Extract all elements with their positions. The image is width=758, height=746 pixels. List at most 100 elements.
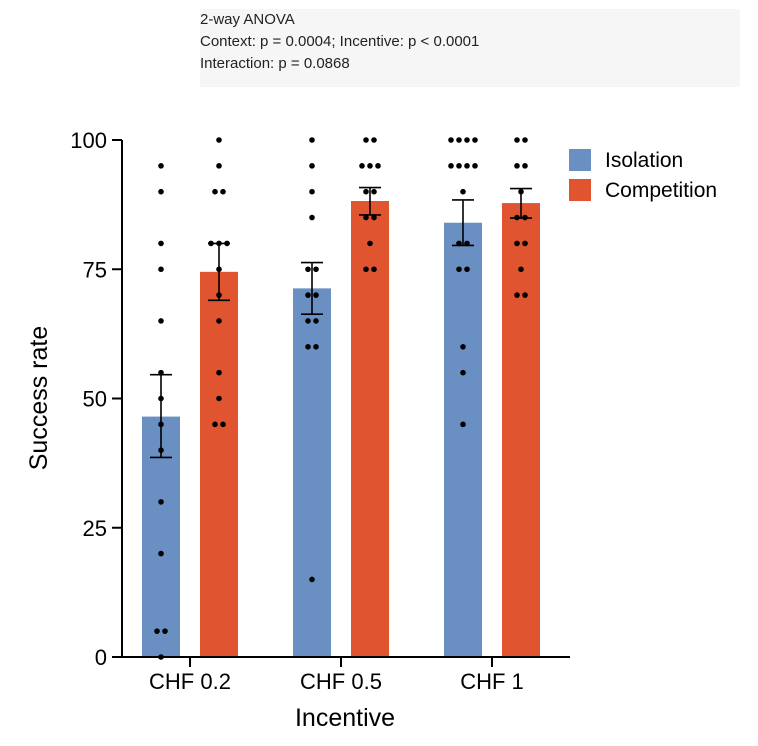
data-point — [456, 137, 462, 143]
data-point — [216, 163, 222, 169]
data-point — [359, 163, 365, 169]
data-point — [158, 395, 164, 402]
data-point — [216, 240, 222, 247]
error-bar-isolation-1 — [301, 261, 323, 316]
data-point — [305, 344, 311, 350]
anova-context-line: Context: p = 0.0004; Incentive: p < 0.00… — [200, 33, 480, 50]
data-point — [154, 628, 160, 634]
data-point — [216, 318, 222, 324]
data-point — [309, 214, 315, 221]
bar-competition-1 — [351, 201, 389, 658]
y-tick-label: 100 — [70, 128, 107, 153]
legend-label-competition: Competition — [605, 179, 717, 202]
data-point — [212, 188, 218, 195]
data-point — [363, 188, 369, 195]
data-point — [514, 163, 520, 169]
data-point — [472, 163, 478, 169]
data-point — [518, 188, 524, 195]
error-bar-isolation-2 — [452, 199, 474, 247]
data-point — [158, 369, 164, 376]
bar-isolation-1 — [293, 288, 331, 657]
y-tick-label: 25 — [83, 516, 107, 541]
data-point — [522, 163, 528, 169]
x-tick-label: CHF 1 — [460, 669, 524, 694]
x-tick-label: CHF 0.5 — [300, 669, 382, 694]
data-point — [367, 240, 373, 247]
data-point — [216, 395, 222, 402]
anova-interaction-line: Interaction: p = 0.0868 — [200, 55, 350, 72]
data-point — [158, 447, 164, 454]
data-point — [216, 369, 222, 376]
error-bar-competition-1 — [359, 186, 381, 216]
data-point — [158, 188, 164, 195]
data-point — [460, 369, 466, 376]
y-tick-label: 50 — [83, 387, 107, 412]
anova-title: 2-way ANOVA — [200, 11, 295, 28]
bar-competition-2 — [502, 203, 540, 657]
data-point — [305, 318, 311, 324]
data-point — [208, 240, 214, 247]
data-point — [216, 137, 222, 143]
x-ticks-layer: CHF 0.2 CHF 0.5 CHF 1 — [149, 657, 524, 694]
data-point — [514, 214, 520, 221]
data-point — [212, 421, 218, 428]
legend-swatch-isolation — [569, 149, 591, 171]
bar-competition-0 — [200, 271, 238, 657]
data-point — [158, 421, 164, 428]
bar-isolation-2 — [444, 222, 482, 657]
legend-label-isolation: Isolation — [605, 149, 683, 172]
data-point — [313, 292, 319, 298]
data-point — [216, 292, 222, 298]
data-point — [464, 137, 470, 143]
legend: Isolation Competition — [569, 149, 717, 202]
data-point — [464, 163, 470, 169]
data-point — [305, 266, 311, 273]
data-point — [464, 240, 470, 247]
data-point — [309, 576, 315, 583]
data-point — [514, 292, 520, 298]
data-point — [375, 163, 381, 169]
y-tick-label: 0 — [95, 645, 107, 670]
data-point — [456, 240, 462, 247]
data-point — [158, 318, 164, 324]
data-point — [309, 163, 315, 169]
y-tick-label: 75 — [83, 257, 107, 282]
data-point — [456, 266, 462, 273]
data-point — [460, 421, 466, 428]
bars-layer — [142, 201, 540, 658]
data-point — [522, 240, 528, 247]
data-point — [522, 214, 528, 221]
data-point — [363, 214, 369, 221]
data-point — [313, 266, 319, 273]
data-point — [309, 137, 315, 143]
points-layer — [154, 137, 528, 660]
legend-swatch-competition — [569, 179, 591, 201]
data-point — [220, 188, 226, 195]
data-point — [472, 137, 478, 143]
anova-annotation: 2-way ANOVA Context: p = 0.0004; Incenti… — [200, 9, 740, 87]
data-point — [158, 163, 164, 169]
data-point — [518, 266, 524, 273]
data-point — [371, 266, 377, 273]
data-point — [158, 240, 164, 247]
data-point — [309, 188, 315, 195]
data-point — [158, 550, 164, 557]
data-point — [448, 163, 454, 169]
data-point — [158, 499, 164, 505]
data-point — [448, 137, 454, 143]
data-point — [522, 137, 528, 143]
data-point — [313, 344, 319, 350]
x-axis-title: Incentive — [295, 704, 395, 732]
data-point — [371, 188, 377, 195]
data-point — [216, 266, 222, 273]
data-point — [456, 163, 462, 169]
data-point — [363, 266, 369, 273]
data-point — [367, 163, 373, 169]
data-point — [522, 292, 528, 298]
data-point — [305, 292, 311, 298]
data-point — [313, 318, 319, 324]
data-point — [220, 421, 226, 428]
data-point — [460, 188, 466, 195]
data-point — [371, 137, 377, 143]
